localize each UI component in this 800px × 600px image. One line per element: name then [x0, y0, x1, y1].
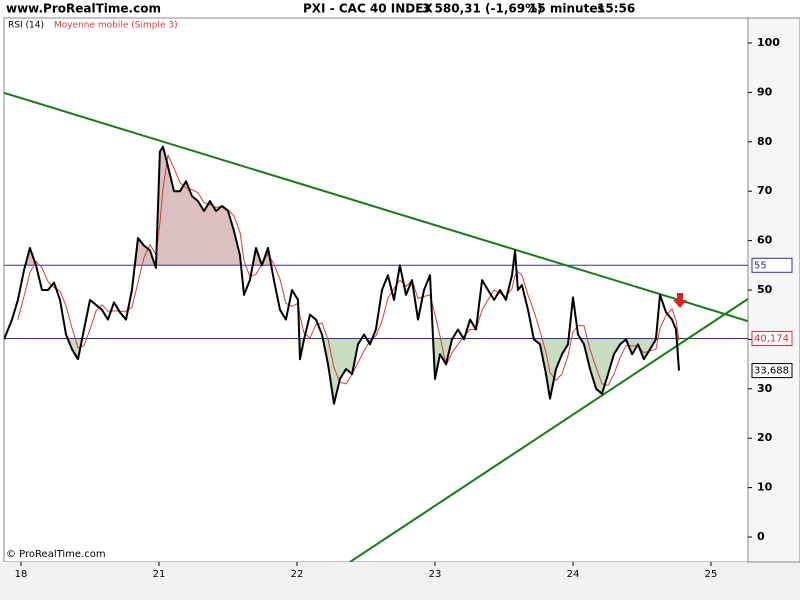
x-tick-label: 18 — [15, 569, 28, 580]
y-tick-label: 0 — [757, 530, 765, 543]
reference-label: 40,174 — [754, 334, 789, 345]
y-tick-label: 60 — [757, 234, 773, 247]
x-axis-band — [0, 562, 800, 600]
time: 15:56 — [597, 2, 635, 16]
plot-area — [3, 17, 749, 563]
alert-arrow — [673, 293, 687, 308]
y-axis-band — [747, 17, 800, 563]
price: 3 580,31 (-1,69%) — [422, 2, 543, 16]
legend-entry: RSI (14) — [8, 21, 44, 31]
y-tick-label: 100 — [757, 36, 780, 49]
reference-label-box — [751, 257, 793, 273]
footer: © ProRealTime.com — [6, 549, 106, 560]
x-tick-label: 23 — [429, 569, 442, 580]
y-tick-label: 90 — [757, 85, 773, 98]
trend-line — [4, 91, 748, 323]
current-value-box — [751, 363, 793, 379]
instrument: PXI - CAC 40 INDEX — [303, 2, 433, 16]
rsi-line — [4, 145, 680, 405]
y-tick-label: 30 — [757, 382, 773, 395]
legend-entry: Moyenne mobile (Simple 3) — [54, 21, 178, 31]
site: www.ProRealTime.com — [6, 2, 161, 16]
x-tick-label: 21 — [153, 569, 166, 580]
y-tick-label: 80 — [757, 135, 773, 148]
interval: 15 minutes — [529, 2, 605, 16]
x-tick-label: 25 — [705, 569, 718, 580]
reference-label: 55 — [754, 260, 767, 271]
zone-fill — [4, 338, 679, 404]
x-tick-label: 24 — [567, 569, 580, 580]
reference-label-box — [751, 331, 793, 347]
current-value-label: 33,688 — [754, 366, 789, 377]
x-tick-label: 22 — [291, 569, 304, 580]
y-tick-label: 20 — [757, 431, 773, 444]
y-tick-label: 50 — [757, 283, 773, 296]
trend-line — [349, 298, 748, 562]
y-tick-label: 10 — [757, 481, 773, 494]
y-tick-label: 70 — [757, 184, 773, 197]
